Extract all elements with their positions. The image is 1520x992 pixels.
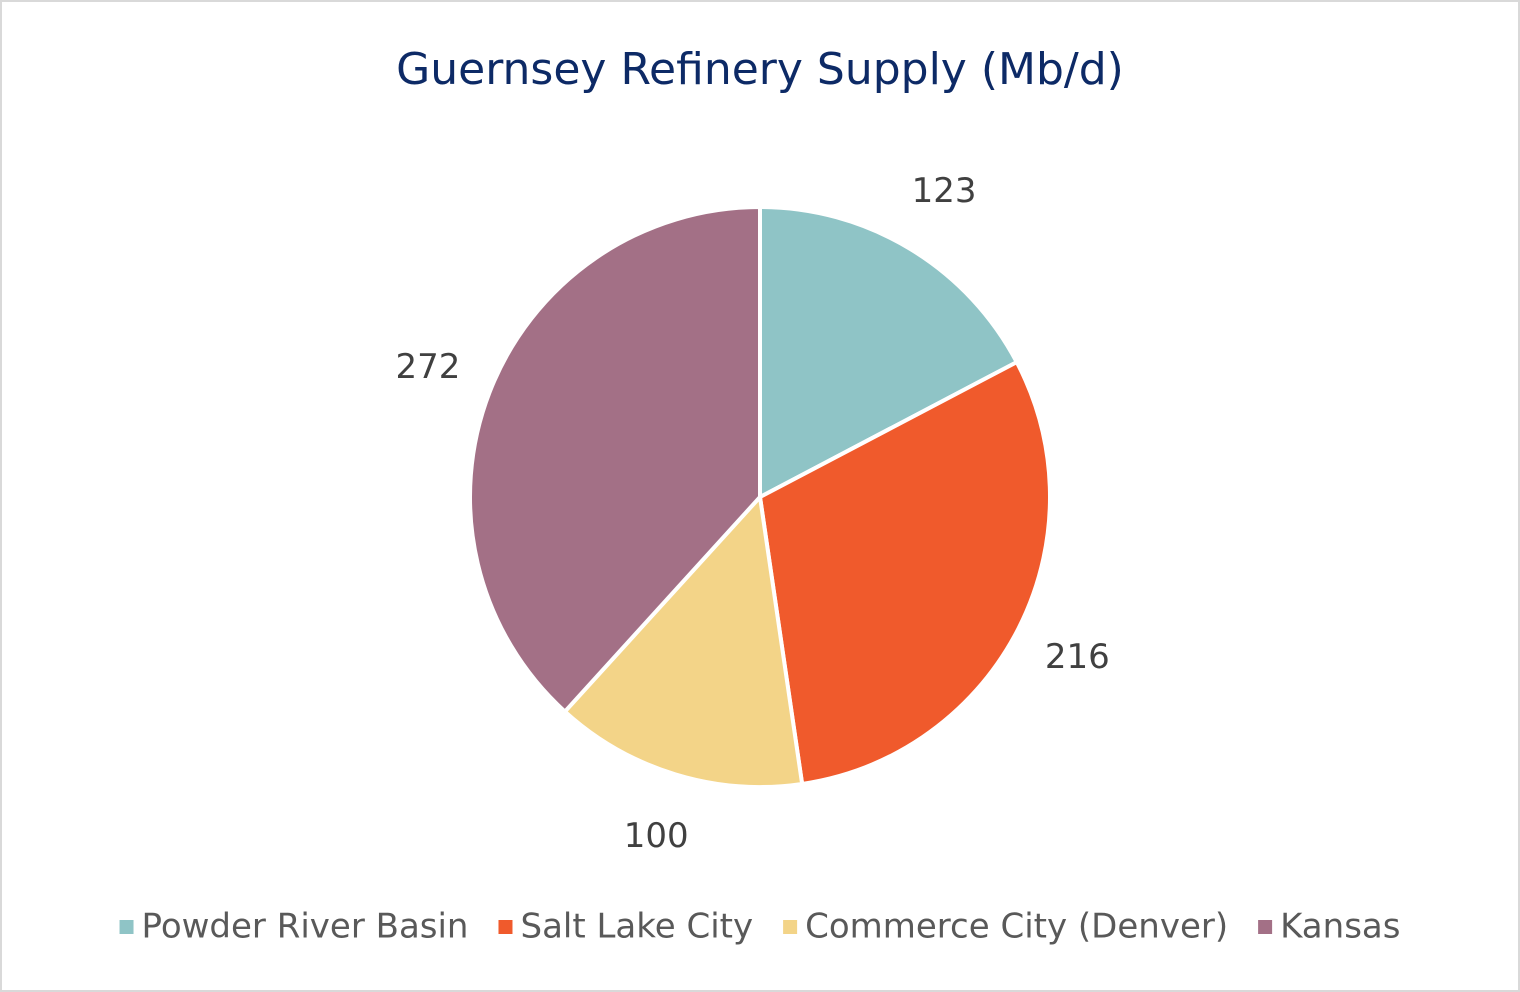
legend-swatch — [498, 920, 513, 934]
data-label: 272 — [396, 347, 461, 387]
legend-label: Salt Lake City — [520, 907, 753, 947]
pie-slice — [757, 359, 1052, 787]
data-label: 100 — [624, 816, 689, 856]
pie-slice — [758, 204, 1020, 501]
legend-label: Commerce City (Denver) — [805, 907, 1228, 947]
data-label: 123 — [912, 171, 977, 211]
legend-swatch — [783, 920, 798, 934]
pie-slice — [562, 492, 805, 789]
pie-slice — [468, 204, 762, 715]
data-label: 216 — [1045, 637, 1110, 677]
chart-title: Guernsey Refinery Supply (Mb/d) — [396, 44, 1124, 95]
legend-label: Kansas — [1280, 907, 1400, 947]
legend-swatch — [1258, 920, 1273, 934]
legend-label: Powder River Basin — [142, 907, 469, 947]
legend-swatch — [119, 920, 134, 934]
